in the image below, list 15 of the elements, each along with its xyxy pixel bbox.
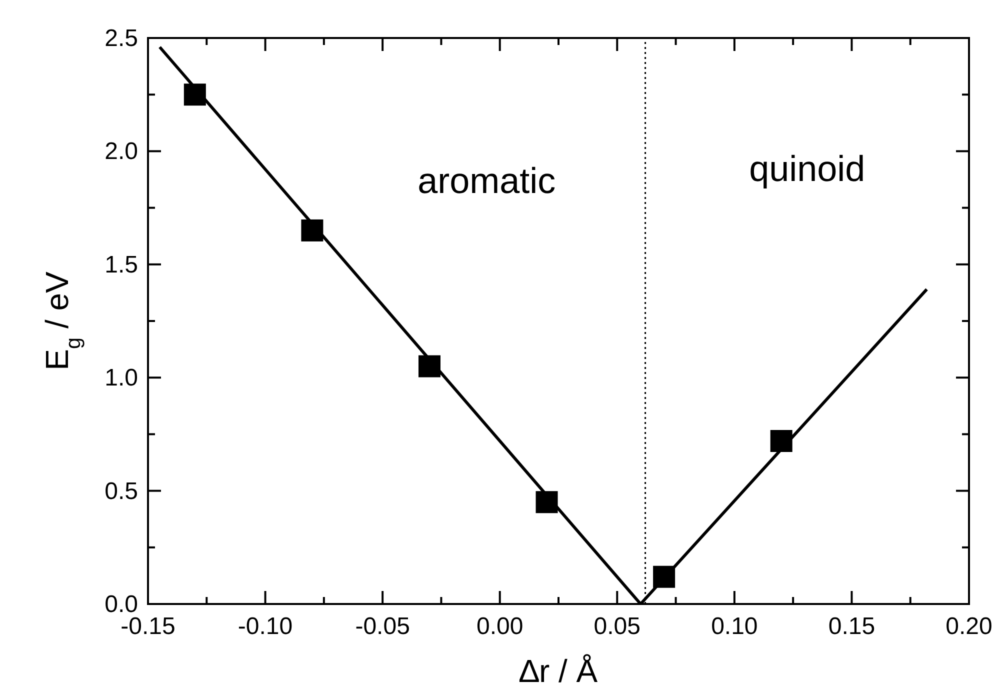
- x-tick-label: -0.05: [355, 613, 410, 640]
- y-tick-label: 0.5: [104, 478, 138, 505]
- x-tick-label: -0.10: [238, 613, 293, 640]
- y-tick-label: 2.5: [104, 25, 138, 52]
- y-tick-label: 1.5: [104, 251, 138, 278]
- x-tick-label: 0.20: [946, 613, 992, 640]
- y-tick-label: 2.0: [104, 138, 138, 166]
- x-axis-title: ∆r / Å: [519, 653, 598, 689]
- y-tick-label: 1.0: [104, 364, 138, 392]
- x-tick-label: 0.05: [594, 613, 640, 640]
- x-tick-label: 0.10: [711, 613, 758, 640]
- x-tick-label: 0.00: [476, 613, 524, 640]
- x-tick-label: 0.15: [828, 613, 876, 640]
- annotation: quinoid: [749, 148, 866, 189]
- annotation: aromatic: [418, 160, 556, 201]
